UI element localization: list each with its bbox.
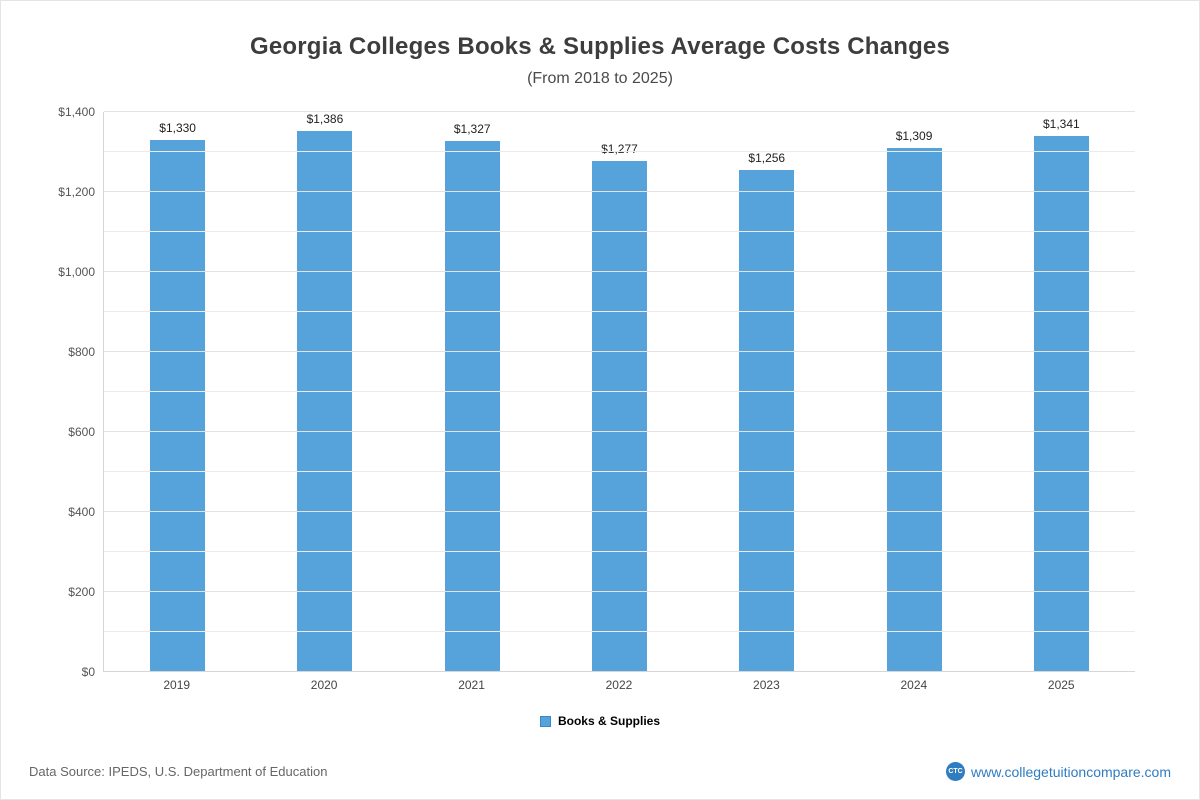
gridline	[104, 151, 1135, 152]
gridline	[104, 631, 1135, 632]
x-axis-tick-label: 2019	[163, 678, 191, 692]
bar-group: $1,341	[988, 112, 1135, 672]
legend-swatch-icon	[539, 715, 551, 727]
gridline	[104, 311, 1135, 312]
bar-group: $1,277	[546, 112, 693, 672]
bar-group: $1,386	[251, 112, 398, 672]
bar	[150, 140, 206, 672]
chart-title: Georgia Colleges Books & Supplies Averag…	[249, 33, 951, 60]
x-axis-labels: 2019 2020 2021 2022 2023 2024 2025	[103, 678, 1135, 692]
gridline	[104, 511, 1135, 512]
gridline	[104, 591, 1135, 592]
ctc-logo-icon: CTC	[946, 762, 966, 781]
y-axis-tick-label: $1,400	[58, 105, 95, 119]
y-axis-tick-label: $1,200	[58, 185, 95, 199]
gridline	[104, 391, 1135, 392]
data-source-text: Data Source: IPEDS, U.S. Department of E…	[29, 764, 328, 779]
bar-value-label: $1,309	[895, 129, 933, 144]
gridline	[104, 111, 1135, 112]
chart-legend: Books & Supplies	[1, 714, 1199, 728]
y-axis-tick-label: $800	[68, 345, 95, 359]
bar-value-label: $1,277	[601, 142, 638, 157]
gridline	[104, 231, 1135, 232]
gridline	[104, 671, 1135, 672]
bar-group: $1,330	[104, 112, 251, 672]
bar-group: $1,256	[693, 112, 840, 672]
y-axis-labels: $0 $200 $400 $600 $800 $1,000 $1,200 $1,400	[41, 105, 103, 679]
y-axis-tick-label: $400	[68, 505, 95, 519]
bar-value-label: $1,330	[159, 121, 196, 135]
x-axis-tick-label: 2025	[1047, 678, 1075, 692]
chart-subtitle: (From 2018 to 2025)	[527, 70, 673, 87]
y-axis-tick-label: $0	[81, 665, 95, 679]
bar	[739, 169, 795, 672]
bar-value-label: $1,256	[748, 150, 786, 165]
bars-row: $1,330 $1,386 $1,327 $1,277 $1,256 $1,309 $1,3…	[104, 112, 1135, 672]
x-axis-tick-label: 2023	[753, 678, 780, 692]
bar-group: $1,327	[399, 112, 546, 672]
bar	[886, 148, 942, 672]
x-axis-tick-label: 2021	[458, 678, 485, 692]
bar-value-label: $1,341	[1042, 116, 1080, 131]
gridline	[104, 431, 1135, 432]
legend-label: Books & Supplies	[557, 714, 661, 728]
gridline	[104, 351, 1135, 352]
gridline	[104, 551, 1135, 552]
bar	[444, 141, 500, 672]
bar	[297, 131, 353, 672]
bar-group: $1,309	[840, 112, 987, 672]
website-branding: CTC www.collegetuitioncompare.com	[946, 762, 1171, 781]
bar-value-label: $1,327	[453, 122, 491, 137]
y-axis-tick-label: $200	[68, 585, 95, 599]
x-axis-tick-label: 2020	[310, 678, 338, 692]
bar-value-label: $1,386	[306, 112, 344, 126]
gridline	[104, 191, 1135, 192]
footer: Data Source: IPEDS, U.S. Department of E…	[29, 762, 1171, 781]
bar	[1033, 135, 1089, 672]
bar-chart: $0 $200 $400 $600 $800 $1,000 $1,200 $1,400 $1,…	[41, 105, 1135, 679]
y-axis-tick-label: $600	[68, 425, 95, 439]
x-axis-tick-label: 2024	[900, 678, 928, 692]
website-link[interactable]: www.collegetuitioncompare.com	[971, 763, 1171, 780]
plot-area: $1,330 $1,386 $1,327 $1,277 $1,256 $1,309 $1,3…	[103, 111, 1135, 672]
y-axis-tick-label: $1,000	[58, 265, 95, 279]
bar	[591, 161, 647, 672]
gridline	[104, 271, 1135, 272]
gridline	[104, 471, 1135, 472]
x-axis-tick-label: 2022	[605, 678, 633, 692]
